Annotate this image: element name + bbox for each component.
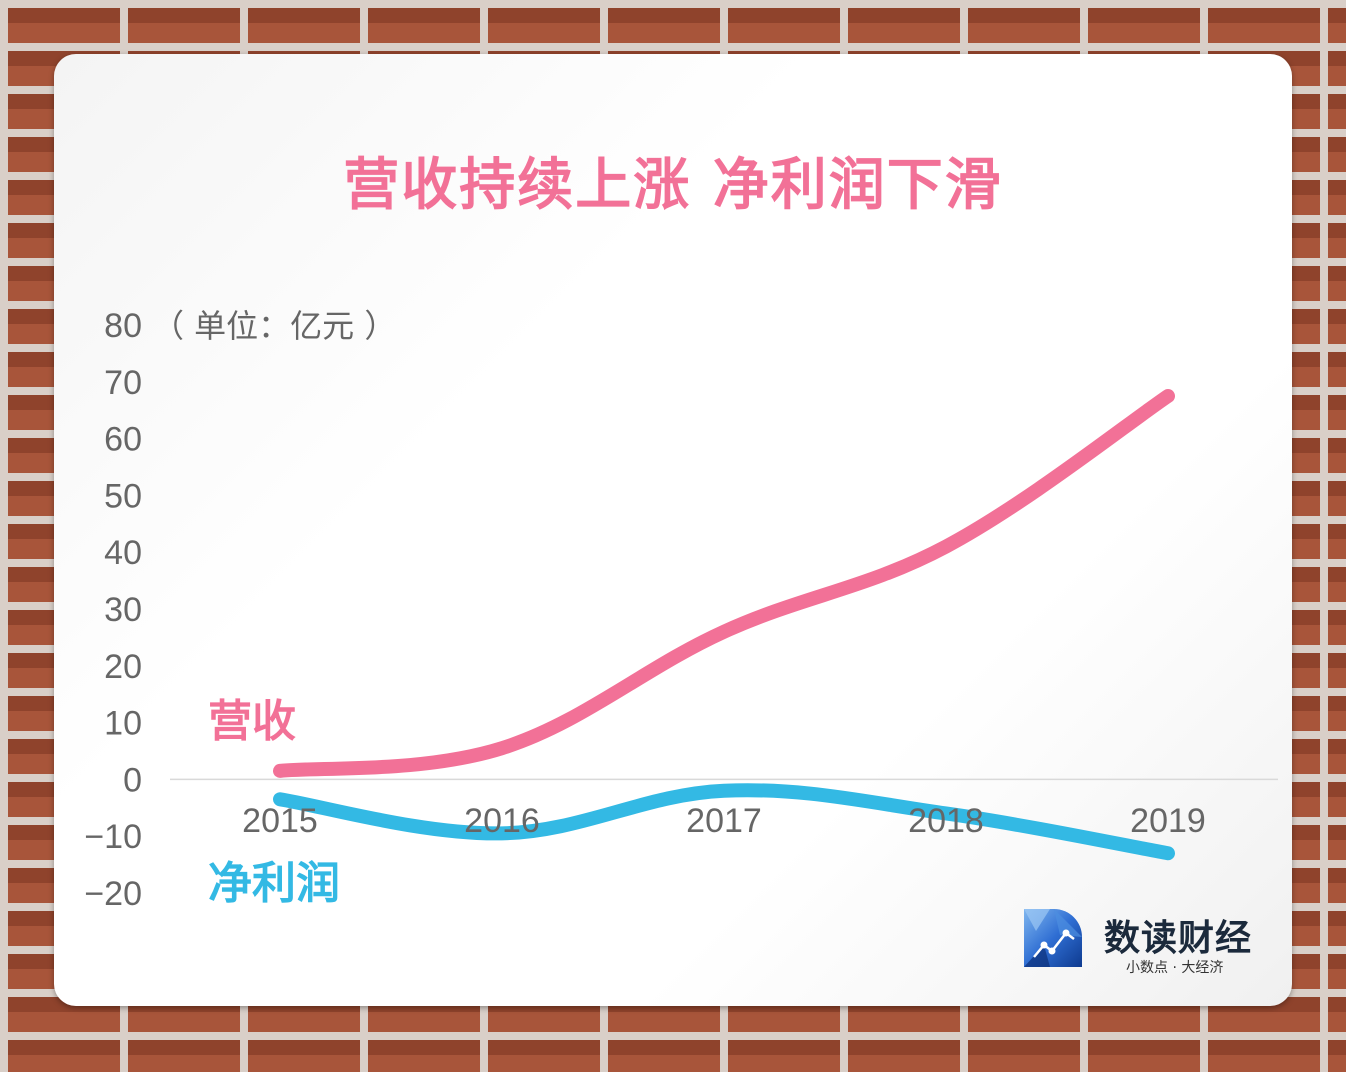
y-tick-label: 80 — [104, 307, 142, 345]
y-tick-label: 60 — [104, 421, 142, 459]
x-tick-label: 2016 — [464, 802, 540, 840]
y-tick-label: −20 — [84, 875, 142, 913]
series-label-net-profit: 净利润 — [208, 858, 340, 909]
x-tick-label: 2019 — [1130, 802, 1206, 840]
y-tick-label: 40 — [104, 534, 142, 572]
x-tick-label: 2015 — [242, 802, 318, 840]
data-network-icon — [1024, 909, 1082, 967]
y-tick-label: 0 — [123, 761, 142, 799]
y-unit-label: （ 单位：亿元 ） — [152, 307, 396, 345]
revenue-line — [273, 389, 1175, 778]
y-tick-label: −10 — [84, 818, 142, 856]
brand-logo: 数读财经 小数点 · 大经济 — [1020, 905, 1270, 980]
page-title: 营收持续上涨 净利润下滑 — [343, 153, 1003, 218]
x-tick-label: 2018 — [908, 802, 984, 840]
y-tick-label: 70 — [104, 364, 142, 402]
y-tick-label: 20 — [104, 648, 142, 686]
chart-panel — [54, 54, 1292, 1006]
y-tick-label: 10 — [104, 705, 142, 743]
y-tick-label: 30 — [104, 591, 142, 629]
net-profit-line — [273, 783, 1175, 861]
y-tick-label: 50 — [104, 477, 142, 515]
logo-name: 数读财经 — [1104, 918, 1253, 959]
logo-slogan: 小数点 · 大经济 — [1126, 960, 1224, 976]
series-label-revenue: 营收 — [208, 696, 296, 747]
x-tick-label: 2017 — [686, 802, 762, 840]
